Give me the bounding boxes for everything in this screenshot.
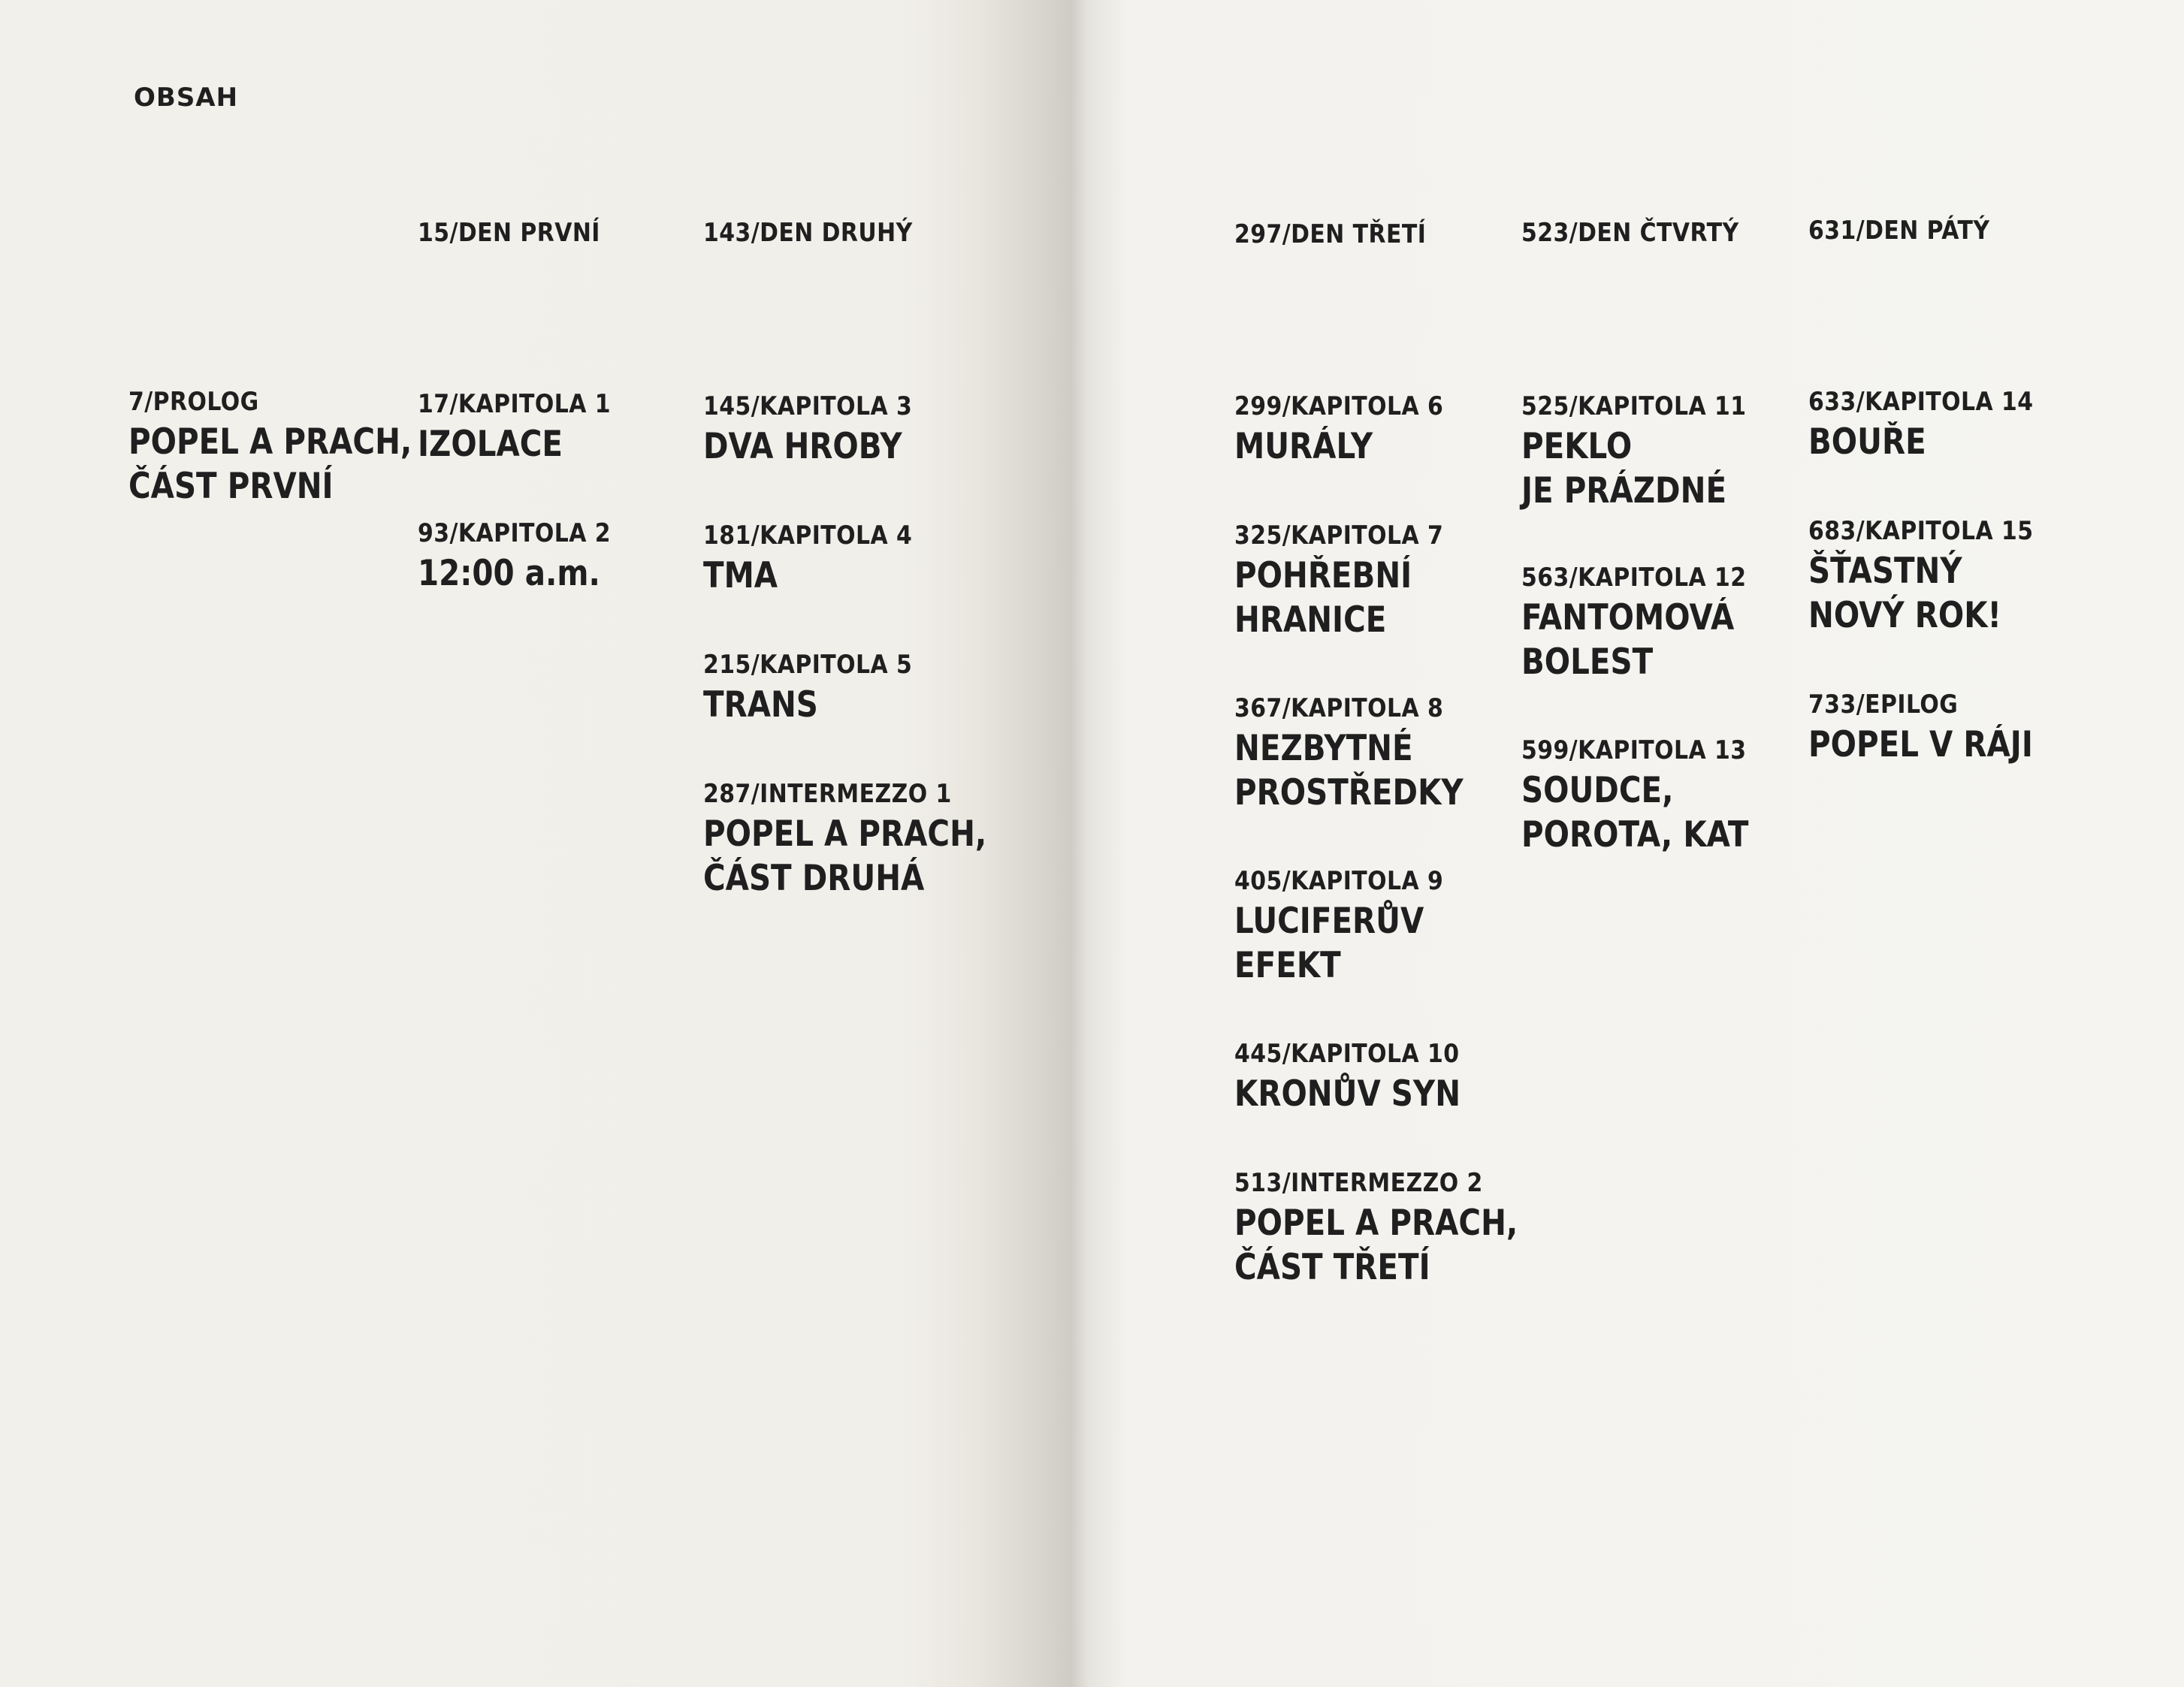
- entry-title-line: EFEKT: [1234, 945, 1341, 986]
- entry-title: MURÁLY: [1234, 424, 1439, 469]
- day-heading: 297/DEN TŘETÍ: [1234, 219, 1427, 249]
- entry-title: SOUDCE, POROTA, KAT: [1521, 768, 1748, 857]
- entry-title-line: PEKLO: [1521, 426, 1633, 467]
- entry-title-line: POPEL A PRACH,: [128, 421, 412, 463]
- entry-title: TRANS: [703, 683, 908, 727]
- entry-title: DVA HROBY: [703, 424, 908, 469]
- entry-title-line: POPEL A PRACH,: [703, 813, 987, 855]
- entry-title: LUCIFERŮV EFEKT: [1234, 899, 1439, 988]
- toc-entry: 325/KAPITOLA 7 POHŘEBNÍ HRANICE: [1234, 521, 1472, 642]
- entry-label: 7/PROLOG: [128, 387, 259, 417]
- toc-entry: 299/KAPITOLA 6 MURÁLY: [1234, 391, 1472, 469]
- entry-title-line: ČÁST DRUHÁ: [703, 858, 925, 899]
- entry-title-line: FANTOMOVÁ: [1521, 597, 1735, 638]
- entry-title: ŠŤASTNÝ NOVÝ ROK!: [1808, 549, 2028, 638]
- entry-title-line: LUCIFERŮV: [1234, 901, 1424, 942]
- entry-title-line: BOUŘE: [1808, 421, 1926, 463]
- toc-entry: 599/KAPITOLA 13 SOUDCE, POROTA, KAT: [1521, 735, 1786, 857]
- toc-entry: 367/KAPITOLA 8 NEZBYTNÉ PROSTŘEDKY: [1234, 693, 1500, 815]
- entry-title-line: IZOLACE: [418, 424, 563, 465]
- entry-label: 287/INTERMEZZO 1: [703, 779, 952, 809]
- entry-label: 93/KAPITOLA 2: [418, 518, 611, 548]
- entry-title: KRONŮV SYN: [1234, 1072, 1461, 1116]
- entry-label: 215/KAPITOLA 5: [703, 650, 913, 680]
- entry-title: POPEL V RÁJI: [1808, 723, 2033, 767]
- day-heading: 523/DEN ČTVRTÝ: [1521, 218, 1739, 248]
- entry-title: FANTOMOVÁ BOLEST: [1521, 596, 1741, 684]
- day-heading: 15/DEN PRVNÍ: [418, 218, 600, 248]
- entry-label: 145/KAPITOLA 3: [703, 391, 913, 421]
- entry-label: 633/KAPITOLA 14: [1808, 387, 2034, 417]
- entry-title: TMA: [703, 554, 908, 598]
- toc-entry: 7/PROLOG POPEL A PRACH, ČÁST PRVNÍ: [128, 387, 458, 509]
- entry-title-line: NEZBYTNÉ: [1234, 728, 1413, 769]
- entry-title: POPEL A PRACH, ČÁST DRUHÁ: [703, 812, 986, 901]
- entry-label: 181/KAPITOLA 4: [703, 521, 913, 551]
- toc-entry: 215/KAPITOLA 5 TRANS: [703, 650, 941, 727]
- toc-entry: 93/KAPITOLA 2 12:00 a.m.: [418, 518, 637, 596]
- entry-title: 12:00 a.m.: [418, 551, 606, 596]
- entry-label: 733/EPILOG: [1808, 690, 1959, 720]
- entry-title-line: MURÁLY: [1234, 426, 1373, 467]
- entry-title: NEZBYTNÉ PROSTŘEDKY: [1234, 726, 1464, 815]
- entry-title: POPEL A PRACH, ČÁST TŘETÍ: [1234, 1201, 1518, 1290]
- entry-title-line: ČÁST TŘETÍ: [1234, 1247, 1430, 1288]
- entry-title: BOUŘE: [1808, 420, 2028, 464]
- entry-title: POHŘEBNÍ HRANICE: [1234, 554, 1439, 642]
- toc-entry: 181/KAPITOLA 4 TMA: [703, 521, 941, 598]
- toc-entry: 683/KAPITOLA 15 ŠŤASTNÝ NOVÝ ROK!: [1808, 516, 2064, 638]
- entry-title-line: JE PRÁZDNÉ: [1521, 470, 1727, 512]
- entry-title: IZOLACE: [418, 422, 606, 466]
- toc-entry: 145/KAPITOLA 3 DVA HROBY: [703, 391, 941, 469]
- entry-title: POPEL A PRACH, ČÁST PRVNÍ: [128, 420, 412, 509]
- entry-label: 445/KAPITOLA 10: [1234, 1039, 1460, 1069]
- entry-title-line: ČÁST PRVNÍ: [128, 466, 334, 507]
- entry-title-line: DVA HROBY: [703, 426, 902, 467]
- entry-title-line: POHŘEBNÍ: [1234, 555, 1412, 596]
- entry-title-line: ŠŤASTNÝ: [1808, 551, 1962, 592]
- entry-label: 683/KAPITOLA 15: [1808, 516, 2034, 546]
- toc-entry: 445/KAPITOLA 10 KRONŮV SYN: [1234, 1039, 1497, 1116]
- toc-entry: 733/EPILOG POPEL V RÁJI: [1808, 690, 2070, 767]
- toc-entry: 405/KAPITOLA 9 LUCIFERŮV EFEKT: [1234, 866, 1472, 988]
- entry-label: 405/KAPITOLA 9: [1234, 866, 1444, 896]
- toc-entry: 287/INTERMEZZO 1 POPEL A PRACH, ČÁST DRUHÁ: [703, 779, 1033, 901]
- entry-label: 563/KAPITOLA 12: [1521, 563, 1747, 593]
- entry-title: PEKLO JE PRÁZDNÉ: [1521, 424, 1741, 513]
- entry-title-line: NOVÝ ROK!: [1808, 595, 2001, 636]
- toc-entry: 17/KAPITOLA 1 IZOLACE: [418, 389, 637, 466]
- entry-label: 367/KAPITOLA 8: [1234, 693, 1444, 723]
- entry-title-line: HRANICE: [1234, 599, 1387, 641]
- entry-label: 513/INTERMEZZO 2: [1234, 1168, 1483, 1198]
- entry-label: 325/KAPITOLA 7: [1234, 521, 1444, 551]
- entry-label: 299/KAPITOLA 6: [1234, 391, 1444, 421]
- entry-title-line: POPEL A PRACH,: [1234, 1203, 1518, 1244]
- entry-title-line: TRANS: [703, 684, 818, 726]
- entry-title-line: POPEL V RÁJI: [1808, 724, 2033, 765]
- entry-title-line: SOUDCE,: [1521, 770, 1674, 811]
- entry-label: 525/KAPITOLA 11: [1521, 391, 1747, 421]
- page-heading: OBSAH: [134, 83, 239, 113]
- entry-title-line: PROSTŘEDKY: [1234, 772, 1464, 813]
- entry-title-line: KRONŮV SYN: [1234, 1073, 1461, 1115]
- toc-entry: 633/KAPITOLA 14 BOUŘE: [1808, 387, 2064, 464]
- entry-label: 17/KAPITOLA 1: [418, 389, 611, 419]
- entry-title-line: TMA: [703, 555, 778, 596]
- toc-entry: 563/KAPITOLA 12 FANTOMOVÁ BOLEST: [1521, 563, 1777, 684]
- day-heading: 143/DEN DRUHÝ: [703, 218, 913, 248]
- entry-title-line: BOLEST: [1521, 641, 1654, 683]
- day-heading: 631/DEN PÁTÝ: [1808, 216, 1990, 246]
- entry-title-line: 12:00 a.m.: [418, 553, 600, 594]
- toc-entry: 513/INTERMEZZO 2 POPEL A PRACH, ČÁST TŘETÍ: [1234, 1168, 1564, 1290]
- entry-label: 599/KAPITOLA 13: [1521, 735, 1747, 765]
- toc-entry: 525/KAPITOLA 11 PEKLO JE PRÁZDNÉ: [1521, 391, 1777, 513]
- entry-title-line: POROTA, KAT: [1521, 814, 1749, 856]
